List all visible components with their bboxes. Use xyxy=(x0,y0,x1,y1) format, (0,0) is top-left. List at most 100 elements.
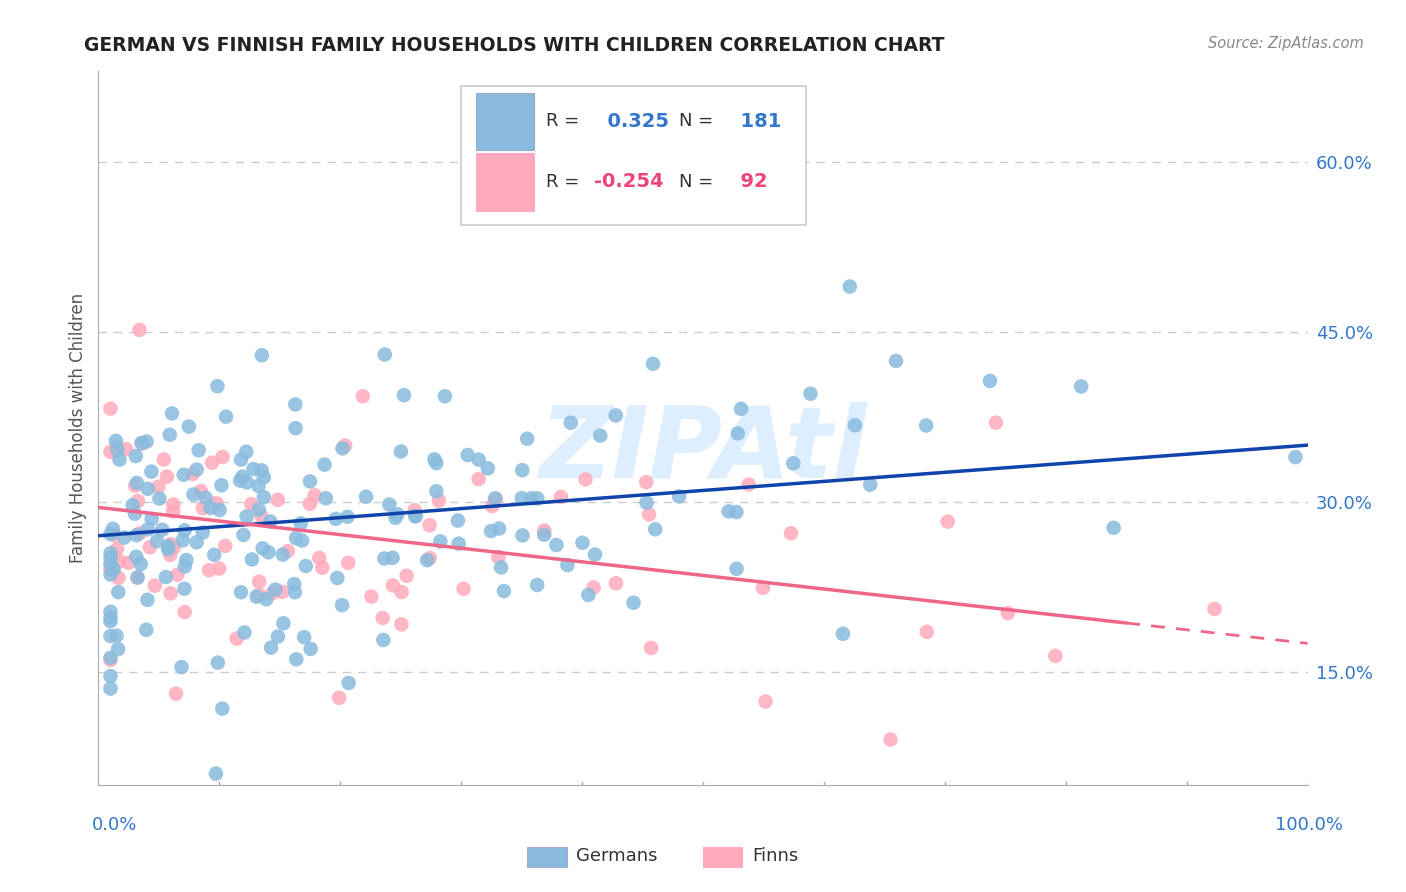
Point xyxy=(233,625,256,640)
Point xyxy=(373,632,395,647)
Point xyxy=(374,347,396,361)
Point xyxy=(884,354,907,368)
Point xyxy=(326,571,349,585)
Point xyxy=(285,652,308,666)
Point xyxy=(325,512,347,526)
Point xyxy=(166,567,188,582)
Point xyxy=(162,504,184,518)
Point xyxy=(159,548,181,562)
Point xyxy=(173,559,195,574)
Point xyxy=(915,624,938,639)
Point xyxy=(139,541,162,555)
Point xyxy=(240,552,263,566)
Point xyxy=(879,732,901,747)
Text: 0.0%: 0.0% xyxy=(91,816,136,834)
Point xyxy=(159,537,181,551)
Point xyxy=(103,562,125,576)
Point xyxy=(232,528,254,542)
Point xyxy=(467,452,489,467)
Point xyxy=(314,458,336,472)
Point xyxy=(416,553,439,567)
Point xyxy=(479,524,502,538)
Point xyxy=(259,515,281,529)
Point xyxy=(328,690,350,705)
Point xyxy=(560,416,582,430)
Point xyxy=(100,681,122,696)
Text: 0.325: 0.325 xyxy=(595,112,669,131)
Point xyxy=(429,534,451,549)
Point xyxy=(131,436,153,450)
Point xyxy=(247,479,270,493)
Point xyxy=(838,279,860,293)
Point xyxy=(725,505,748,519)
Point xyxy=(477,461,499,475)
Point xyxy=(284,585,307,599)
Point xyxy=(205,496,228,510)
Point xyxy=(485,491,508,506)
Point xyxy=(641,357,664,371)
Point xyxy=(124,507,146,521)
Point xyxy=(605,576,627,591)
Point xyxy=(557,558,579,572)
Point xyxy=(100,563,122,577)
Point xyxy=(250,463,273,477)
Point xyxy=(105,629,128,643)
Point xyxy=(159,586,181,600)
Point xyxy=(100,669,122,683)
Point xyxy=(574,473,596,487)
Point xyxy=(112,531,135,545)
Point xyxy=(484,491,506,506)
Point xyxy=(177,419,200,434)
Point xyxy=(576,588,599,602)
Point xyxy=(236,475,259,490)
Point xyxy=(336,509,359,524)
Point xyxy=(273,616,295,631)
Point xyxy=(100,527,122,541)
Point xyxy=(100,567,122,582)
Point xyxy=(330,598,353,612)
Point xyxy=(387,508,409,522)
Point xyxy=(844,418,866,433)
Point xyxy=(162,498,184,512)
Point xyxy=(191,525,214,540)
Point xyxy=(208,561,231,575)
Point xyxy=(136,592,159,607)
Point xyxy=(208,503,231,517)
Point xyxy=(284,397,307,411)
Point xyxy=(526,578,548,592)
Point xyxy=(148,491,170,506)
Point xyxy=(859,477,882,491)
Point xyxy=(240,497,263,511)
Text: ZIPAtl: ZIPAtl xyxy=(538,401,868,498)
Point xyxy=(391,585,413,599)
Point xyxy=(292,630,315,644)
Point xyxy=(298,475,321,489)
Point xyxy=(104,434,127,448)
Point xyxy=(832,626,855,640)
Point xyxy=(155,570,177,584)
Point xyxy=(141,512,163,526)
Point xyxy=(638,508,661,522)
Point xyxy=(214,539,236,553)
Point xyxy=(371,611,394,625)
Point xyxy=(176,553,198,567)
Point xyxy=(100,546,122,560)
Point xyxy=(105,542,128,557)
Point xyxy=(405,508,427,523)
Point xyxy=(173,582,195,596)
Point xyxy=(636,475,658,489)
Point xyxy=(360,590,382,604)
Point xyxy=(605,409,627,423)
Point xyxy=(135,434,157,449)
Point xyxy=(725,562,748,576)
Point xyxy=(125,475,148,490)
Point xyxy=(335,438,357,452)
Point xyxy=(231,469,253,483)
Point xyxy=(159,427,181,442)
Point xyxy=(516,432,538,446)
Point xyxy=(754,694,776,708)
Point xyxy=(211,701,233,715)
Point xyxy=(253,490,276,504)
Point xyxy=(583,548,606,562)
Point xyxy=(467,472,489,486)
